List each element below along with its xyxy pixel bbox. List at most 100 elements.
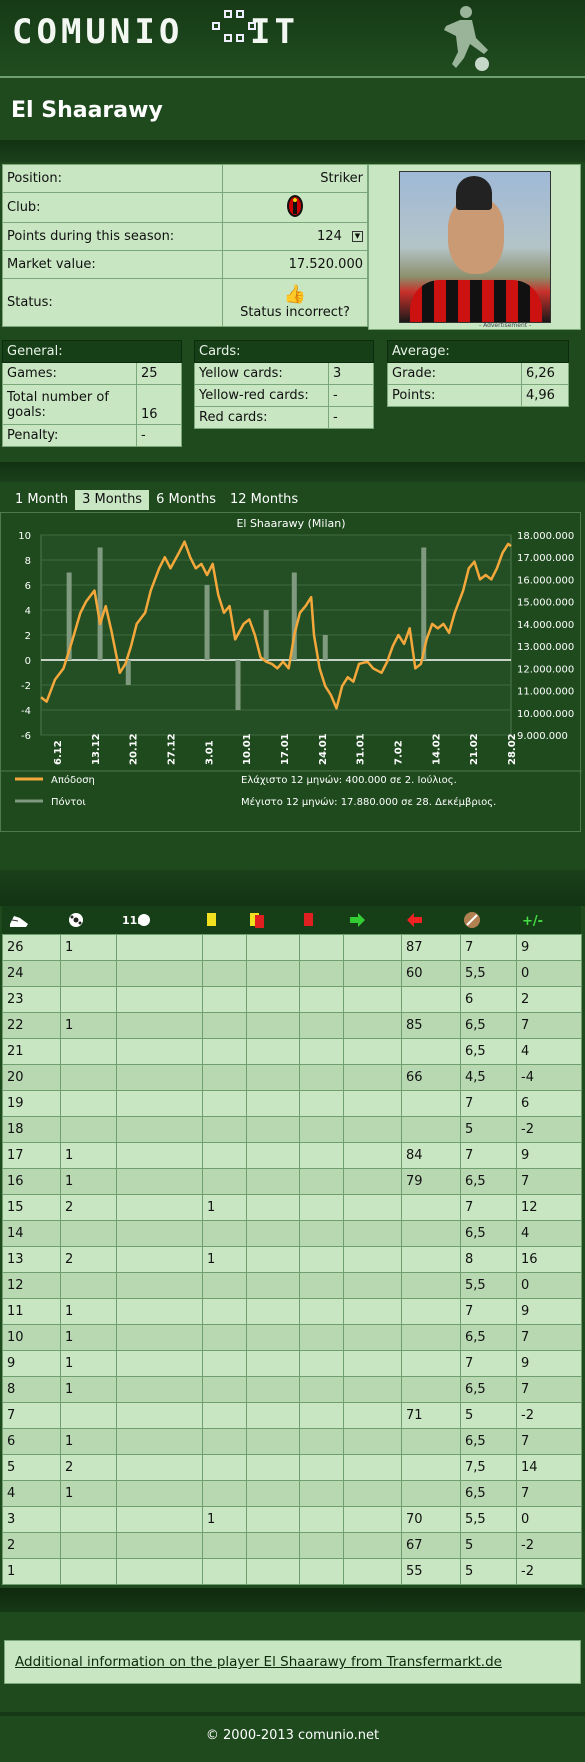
- table-cell: 6,5: [460, 1376, 517, 1403]
- average-value: 6,26: [521, 362, 569, 385]
- table-cell: [299, 1272, 344, 1299]
- table-cell: [246, 1350, 300, 1377]
- table-cell: [299, 1220, 344, 1247]
- table-cell: 6,5: [460, 1168, 517, 1195]
- table-cell: [116, 1090, 203, 1117]
- cards-value: -: [328, 406, 374, 429]
- table-cell: [202, 1532, 247, 1559]
- table-cell: [299, 1298, 344, 1325]
- table-cell: [202, 1350, 247, 1377]
- table-cell: [116, 1194, 203, 1221]
- logo-text[interactable]: COMUNIO: [12, 12, 184, 52]
- table-row: 12 5,5 0: [2, 1272, 582, 1299]
- table-cell: 79: [401, 1168, 461, 1195]
- table-cell: 13: [2, 1246, 61, 1273]
- tab-6-months[interactable]: 6 Months: [156, 492, 216, 507]
- table-cell: 7: [516, 1324, 582, 1351]
- table-cell: 9: [516, 1142, 582, 1169]
- chart-legend: Απόδοση Πόντοι Ελάχιστο 12 μηνών: 400.000 …: [1, 770, 582, 808]
- table-cell: 2: [60, 1194, 117, 1221]
- table-cell: [343, 1116, 402, 1143]
- table-cell: 1: [60, 1350, 117, 1377]
- legend-label: Απόδοση: [51, 774, 95, 786]
- chart-note: Ελάχιστο 12 μηνών: 400.000 σε 2. Ιούλιος…: [241, 774, 457, 786]
- y-left-tick: 0: [25, 656, 31, 667]
- table-cell: 55: [401, 1558, 461, 1585]
- table-row: 7 71 5 -2: [2, 1402, 582, 1429]
- dropdown-icon[interactable]: ▼: [352, 231, 363, 242]
- table-row: 22 1 85 6,5 7: [2, 1012, 582, 1039]
- y-right-tick: 18.000.000: [517, 531, 574, 542]
- table-cell: 85: [401, 1012, 461, 1039]
- table-cell: [343, 1298, 402, 1325]
- x-tick: 17.01: [280, 733, 291, 765]
- table-cell: 1: [60, 1142, 117, 1169]
- table-cell: [116, 1402, 203, 1429]
- club-label: Club:: [2, 192, 223, 223]
- table-cell: [246, 1194, 300, 1221]
- table-cell: 5: [460, 1116, 517, 1143]
- table-cell: 8: [460, 1246, 517, 1273]
- table-row: 8 1 6,5 7: [2, 1376, 582, 1403]
- table-cell: [116, 1298, 203, 1325]
- table-cell: 0: [516, 960, 582, 987]
- points-cell: 124 ▼: [222, 222, 368, 251]
- table-cell: 0: [516, 1272, 582, 1299]
- advertisement-label: - Advertisement -: [479, 322, 532, 329]
- tab-1-month[interactable]: 1 Month: [15, 492, 69, 507]
- table-cell: [116, 1506, 203, 1533]
- section-bar: [0, 1588, 585, 1612]
- cards-label: Red cards:: [194, 406, 329, 429]
- logo-suffix: IT: [250, 12, 299, 52]
- table-cell: [299, 1532, 344, 1559]
- table-cell: [202, 934, 247, 961]
- table-cell: 14: [516, 1454, 582, 1481]
- table-cell: 6: [460, 986, 517, 1013]
- copyright: © 2000-2013 comunio.net: [205, 1728, 380, 1743]
- penalty-label: 11m: [122, 914, 149, 927]
- table-cell: [60, 986, 117, 1013]
- table-cell: [401, 986, 461, 1013]
- status-incorrect-link[interactable]: Status incorrect?: [240, 305, 350, 320]
- table-cell: 66: [401, 1064, 461, 1091]
- tab-3-months[interactable]: 3 Months: [75, 490, 150, 510]
- points-bar: [322, 635, 328, 660]
- table-cell: [60, 1558, 117, 1585]
- table-cell: [299, 986, 344, 1013]
- table-row: 16 1 79 6,5 7: [2, 1168, 582, 1195]
- table-cell: 9: [516, 934, 582, 961]
- player-photo-box: - Advertisement -: [368, 164, 581, 330]
- y-left-tick: 8: [25, 556, 31, 567]
- table-cell: 9: [2, 1350, 61, 1377]
- section-bar: [0, 462, 585, 482]
- table-cell: 1: [202, 1194, 247, 1221]
- table-cell: [202, 1324, 247, 1351]
- table-cell: 20: [2, 1064, 61, 1091]
- table-cell: [343, 1168, 402, 1195]
- yellow-red-card-icon: [250, 913, 264, 928]
- table-cell: [60, 1272, 117, 1299]
- table-cell: [401, 1194, 461, 1221]
- red-card-icon: [304, 913, 313, 926]
- section-bar: [0, 1712, 585, 1716]
- table-cell: 1: [202, 1506, 247, 1533]
- club-logo-icon[interactable]: [222, 192, 368, 223]
- table-row: 6 1 6,5 7: [2, 1428, 582, 1455]
- y-right-tick: 14.000.000: [517, 620, 574, 631]
- x-tick: 21.02: [469, 733, 480, 765]
- table-cell: [343, 1350, 402, 1377]
- table-cell: [401, 1454, 461, 1481]
- table-cell: [116, 1558, 203, 1585]
- table-cell: [202, 1428, 247, 1455]
- table-cell: [343, 1454, 402, 1481]
- table-cell: [116, 1038, 203, 1065]
- tab-12-months[interactable]: 12 Months: [230, 492, 299, 507]
- table-cell: [202, 1116, 247, 1143]
- legend-label: Πόντοι: [51, 796, 86, 808]
- table-cell: 71: [401, 1402, 461, 1429]
- sub-in-icon: [350, 913, 365, 927]
- table-cell: [116, 1220, 203, 1247]
- cards-label: Yellow cards:: [194, 362, 329, 385]
- table-cell: 14: [2, 1220, 61, 1247]
- transfermarkt-link[interactable]: Additional information on the player El …: [15, 1654, 502, 1670]
